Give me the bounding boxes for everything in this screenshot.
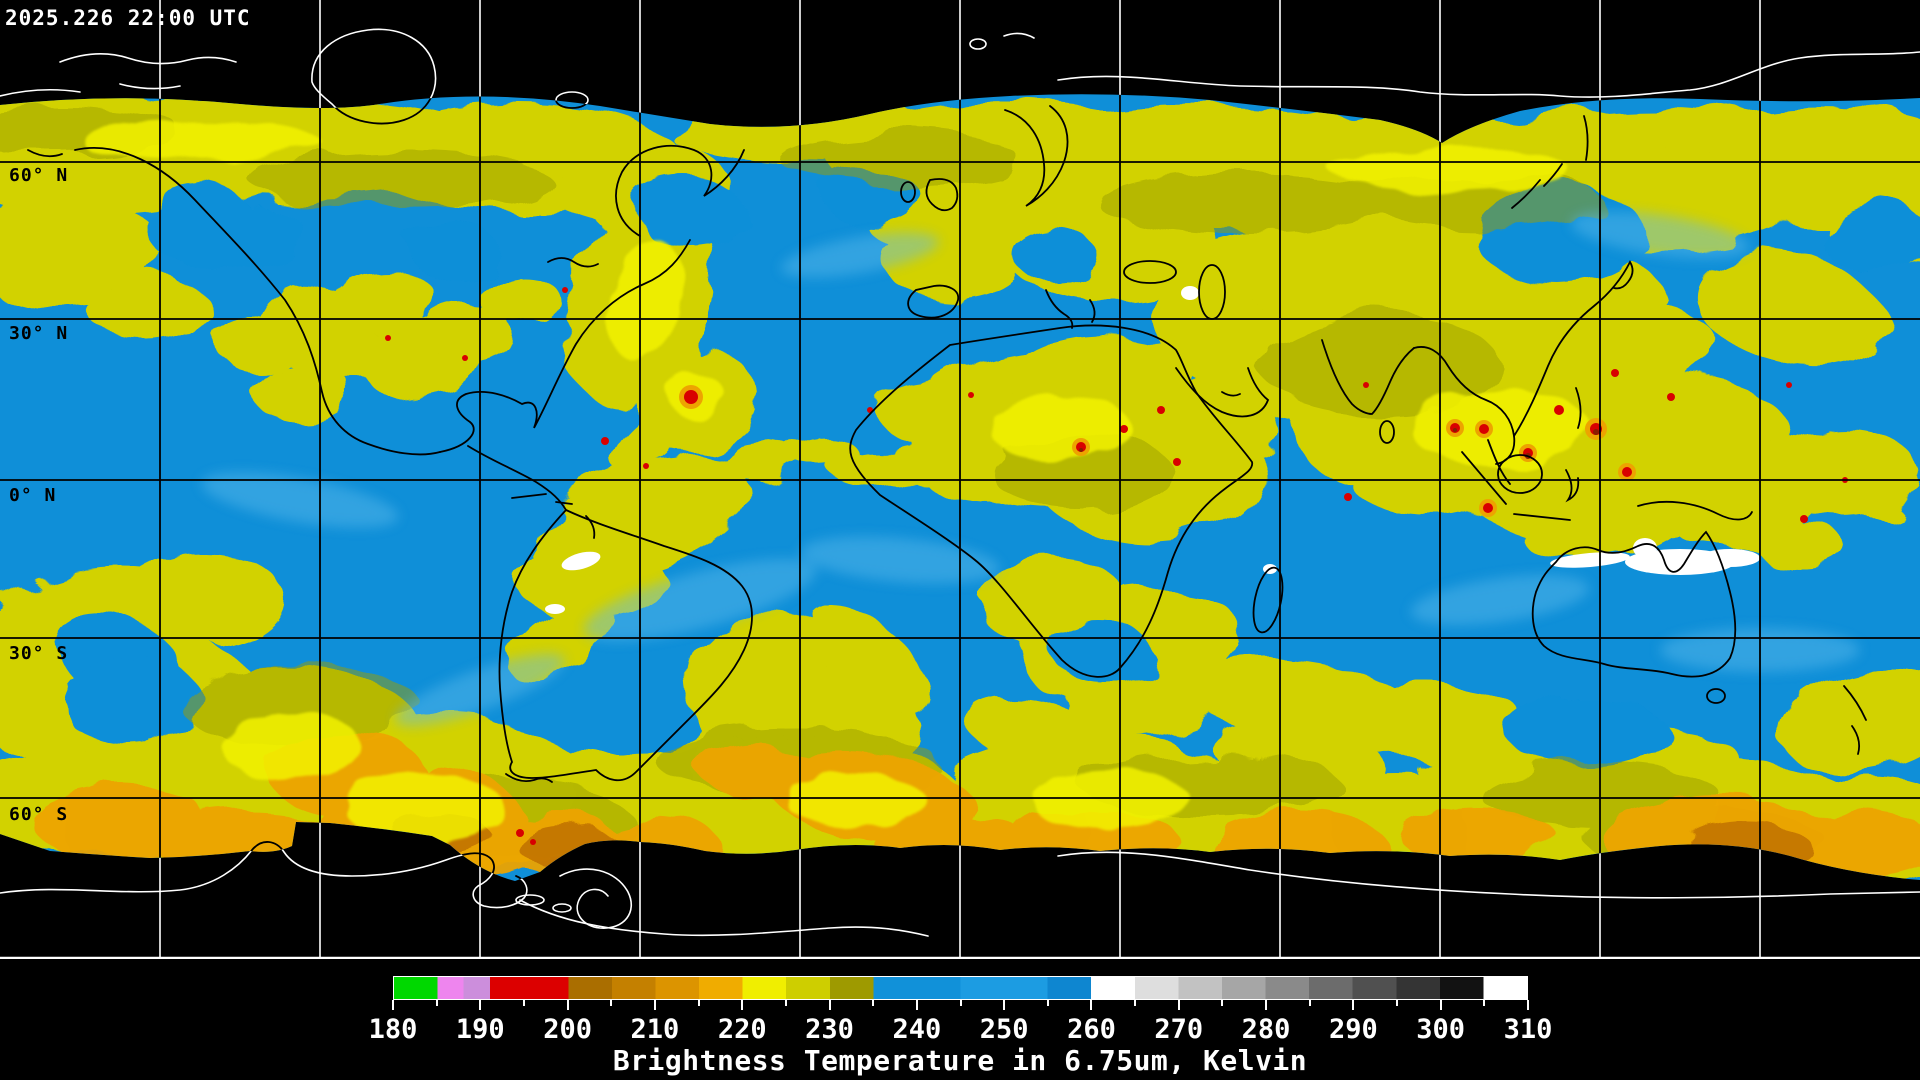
satellite-map xyxy=(0,0,1920,959)
colorbar: 180 190 200 210 220 230 240 250 260 270 280 290 300 3… xyxy=(0,958,1920,1080)
coldest-white-clouds xyxy=(545,286,1760,614)
bright-cloud-cores xyxy=(80,120,1590,843)
colorbar-tick xyxy=(653,1000,656,1010)
colorbar-tick xyxy=(1527,1000,1529,1010)
graticule-over-space xyxy=(0,0,1920,959)
latitude-label-60n: 60° N xyxy=(9,165,69,186)
colorbar-tick-label: 290 xyxy=(1328,1014,1378,1045)
colorbar-tick xyxy=(1308,1000,1311,1006)
convective-hot-towers xyxy=(385,287,1848,845)
colorbar-tick xyxy=(1483,1000,1486,1006)
colorbar-tick xyxy=(566,1000,569,1010)
colorbar-caption: Brightness Temperature in 6.75um, Kelvin xyxy=(612,1044,1308,1077)
colorbar-tick xyxy=(1046,1000,1049,1006)
colorbar-tick xyxy=(1177,1000,1180,1010)
colorbar-tick xyxy=(522,1000,525,1006)
colorbar-tick xyxy=(392,1000,394,1010)
colorbar-tick-label: 180 xyxy=(368,1014,418,1045)
colorbar-tick xyxy=(828,1000,831,1010)
colorbar-gradient xyxy=(393,976,1528,1000)
olive-shading xyxy=(0,105,1820,865)
colorbar-tick xyxy=(1439,1000,1442,1010)
colorbar-tick xyxy=(959,1000,962,1006)
colorbar-tick-label: 210 xyxy=(630,1014,680,1045)
colorbar-tick-label: 280 xyxy=(1241,1014,1291,1045)
colorbar-tick-label: 270 xyxy=(1154,1014,1204,1045)
colorbar-tick xyxy=(610,1000,613,1006)
colorbar-tick-label: 260 xyxy=(1067,1014,1116,1045)
latitude-label-0n: 0° N xyxy=(9,485,57,506)
colorbar-tick xyxy=(1221,1000,1224,1006)
colorbar-tick xyxy=(1003,1000,1006,1010)
colorbar-tick xyxy=(872,1000,875,1006)
colorbar-tick xyxy=(1134,1000,1137,1006)
colorbar-tick xyxy=(1396,1000,1399,1006)
colorbar-tick-label: 190 xyxy=(455,1014,505,1045)
colorbar-tick xyxy=(435,1000,438,1006)
colorbar-tick-label: 240 xyxy=(892,1014,942,1045)
colorbar-tick-label: 250 xyxy=(979,1014,1029,1045)
colorbar-tick xyxy=(1090,1000,1093,1010)
colorbar-tick xyxy=(784,1000,787,1006)
moisture-wisps xyxy=(201,211,1860,727)
colorbar-tick xyxy=(915,1000,918,1010)
latitude-label-30s: 30° S xyxy=(9,643,69,664)
latitude-label-60s: 60° S xyxy=(9,804,69,825)
colorbar-tick xyxy=(479,1000,482,1010)
latitude-label-30n: 30° N xyxy=(9,323,69,344)
colorbar-tick xyxy=(741,1000,744,1010)
colorbar-tick-label: 200 xyxy=(543,1014,592,1045)
colorbar-tick xyxy=(1352,1000,1355,1010)
colorbar-tick xyxy=(697,1000,700,1006)
colorbar-ticks: 180 190 200 210 220 230 240 250 260 270 280 290 300 3… xyxy=(369,1000,1552,1070)
timestamp: 2025.226 22:00 UTC xyxy=(5,6,251,30)
colorbar-tick-label: 300 xyxy=(1416,1014,1466,1045)
map-area: 2025.226 22:00 UTC 60° N 30° N 0° N 30° … xyxy=(0,0,1920,959)
colorbar-tick-label: 220 xyxy=(717,1014,767,1045)
colorbar-tick-label: 230 xyxy=(805,1014,854,1045)
colorbar-tick-label: 310 xyxy=(1503,1014,1553,1045)
colorbar-tick xyxy=(1265,1000,1268,1010)
brightness-temperature-field xyxy=(0,94,1920,881)
